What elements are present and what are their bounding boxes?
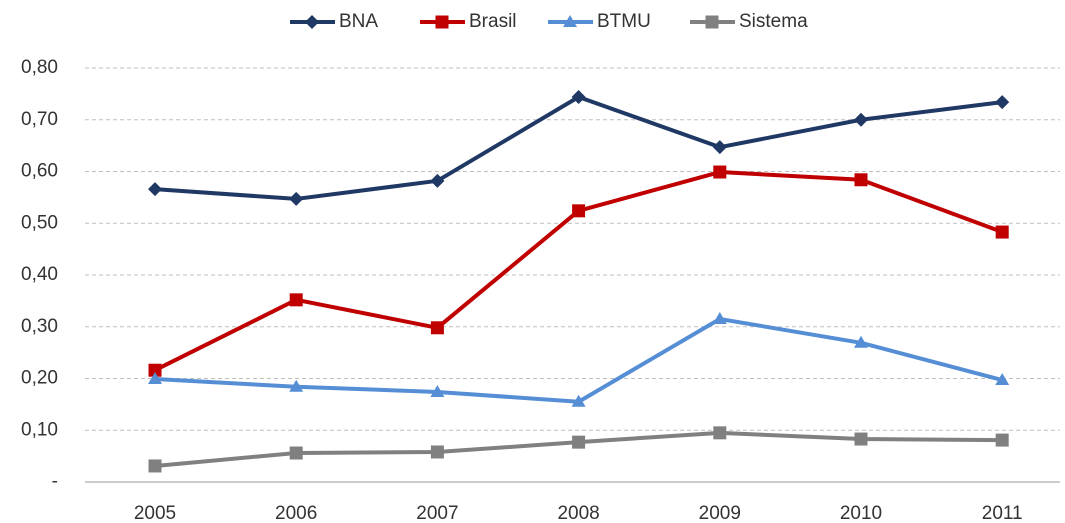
y-tick-label: 0,30	[21, 316, 58, 337]
marker	[289, 379, 304, 392]
marker	[571, 89, 586, 104]
legend-label: BNA	[339, 11, 378, 32]
marker	[148, 459, 162, 473]
y-tick-label: 0,80	[21, 57, 58, 78]
marker	[572, 435, 586, 449]
series-line	[154, 170, 1003, 373]
marker	[712, 311, 727, 324]
series-line	[154, 316, 1003, 404]
marker	[713, 165, 727, 179]
marker	[148, 363, 162, 377]
legend-label: Brasil	[469, 11, 517, 32]
x-tick-label: 2006	[275, 503, 317, 523]
marker	[148, 182, 162, 197]
y-tick-label: 0,20	[21, 368, 58, 389]
marker	[854, 173, 868, 187]
marker	[148, 372, 162, 385]
marker	[430, 384, 445, 397]
marker	[430, 445, 444, 459]
x-tick-label: 2008	[557, 503, 599, 523]
marker	[289, 191, 304, 206]
y-tick-label: 0,70	[21, 109, 58, 130]
y-tick-label: 0,40	[21, 264, 58, 285]
marker	[289, 446, 303, 460]
legend-label: Sistema	[739, 11, 808, 32]
marker	[289, 293, 303, 307]
y-tick-label: 0,50	[21, 212, 58, 233]
marker	[995, 95, 1010, 110]
marker	[995, 373, 1010, 386]
marker	[713, 426, 727, 440]
x-tick-label: 2007	[416, 503, 458, 523]
y-tick-label: 0,60	[21, 161, 58, 182]
y-tick-label: -	[52, 471, 58, 492]
marker	[563, 15, 577, 27]
marker	[430, 321, 444, 335]
x-tick-label: 2009	[699, 503, 741, 523]
marker	[995, 225, 1009, 239]
marker	[571, 394, 586, 407]
marker	[435, 15, 449, 29]
marker	[572, 204, 586, 218]
marker	[305, 15, 319, 29]
marker	[712, 140, 727, 155]
marker	[430, 173, 445, 188]
x-tick-label: 2005	[134, 503, 176, 523]
x-tick-label: 2011	[982, 503, 1023, 523]
marker	[705, 15, 719, 29]
marker	[854, 335, 868, 348]
y-tick-label: 0,10	[21, 419, 58, 440]
legend-label: BTMU	[597, 11, 651, 32]
marker	[854, 112, 868, 127]
x-tick-label: 2010	[840, 503, 882, 523]
marker	[995, 433, 1009, 447]
marker	[854, 432, 868, 446]
